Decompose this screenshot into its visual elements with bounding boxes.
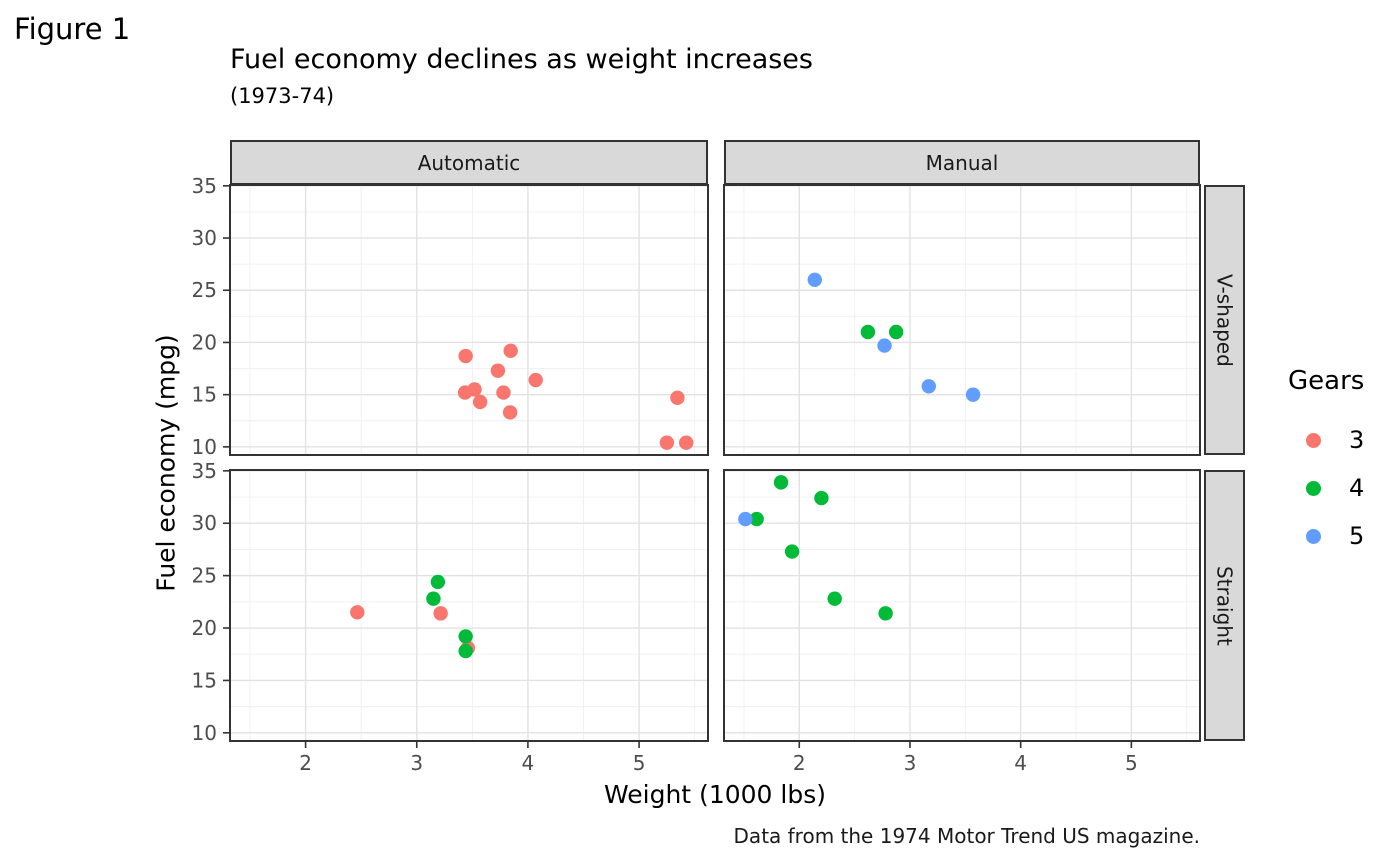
x-tick-label: 5 [1125, 751, 1138, 775]
legend-item-gear-4: 4 [1288, 464, 1398, 512]
legend-item-label: 4 [1349, 474, 1365, 502]
legend-dot-gear-4-icon [1306, 480, 1321, 496]
x-tick-label: 5 [633, 751, 646, 775]
legend-dot-gear-3-icon [1306, 432, 1321, 448]
data-point [679, 435, 694, 450]
y-tick-label: 25 [192, 564, 217, 588]
data-point [503, 343, 518, 359]
facet-strip-straight-label: Straight [1212, 565, 1237, 646]
data-point [490, 363, 506, 378]
legend-item-gear-3: 3 [1288, 416, 1398, 464]
legend-item-gear-5: 5 [1288, 512, 1398, 560]
data-point [458, 348, 473, 364]
x-tick-label: 4 [1014, 751, 1027, 775]
panel-automatic-straight [229, 469, 709, 742]
chart-title: Fuel economy declines as weight increase… [230, 44, 813, 75]
data-point [659, 435, 675, 450]
data-point [888, 324, 904, 340]
legend-title: Gears [1288, 366, 1365, 396]
data-point [528, 372, 543, 388]
data-point [860, 324, 876, 340]
chart-subtitle: (1973-74) [230, 84, 335, 108]
x-tick-label: 3 [904, 751, 917, 775]
y-tick-label: 35 [192, 174, 217, 198]
y-tick-label: 15 [192, 668, 217, 692]
data-point [496, 385, 511, 400]
data-point [784, 544, 800, 559]
y-tick-label: 10 [192, 435, 217, 459]
data-point [749, 511, 764, 527]
data-point [877, 338, 892, 353]
facet-strip-automatic-label: Automatic [417, 150, 521, 175]
facet-strip-manual-label: Manual [925, 150, 999, 175]
y-tick-label: 30 [192, 511, 217, 535]
y-tick-label: 20 [192, 616, 217, 640]
data-point [738, 511, 753, 527]
legend-item-label: 5 [1349, 522, 1365, 550]
data-point [965, 387, 981, 402]
legend: Gears 3 4 5 [1288, 366, 1398, 560]
y-tick-label: 35 [192, 459, 217, 483]
data-point [350, 605, 365, 620]
data-point [807, 272, 822, 288]
data-point [814, 490, 829, 506]
data-point [458, 643, 473, 659]
data-point [457, 385, 473, 400]
y-tick-label: 30 [192, 226, 217, 250]
data-point [502, 405, 518, 420]
x-tick-label: 2 [299, 751, 312, 775]
x-axis-title: Weight (1000 lbs) [604, 780, 826, 809]
facet-strip-automatic: Automatic [230, 140, 708, 185]
figure-tag: Figure 1 [14, 12, 131, 46]
x-tick-label: 4 [522, 751, 535, 775]
y-tick-label: 20 [192, 330, 217, 354]
data-point [921, 379, 936, 394]
y-tick-label: 15 [192, 383, 217, 407]
chart-caption: Data from the 1974 Motor Trend US magazi… [733, 824, 1200, 848]
data-point [426, 591, 441, 606]
legend-items: 3 4 5 [1288, 416, 1398, 560]
data-point [773, 475, 789, 490]
legend-item-label: 3 [1349, 426, 1365, 454]
data-point [458, 629, 473, 644]
panel-automatic-v-shaped [229, 184, 709, 456]
panel-manual-straight [723, 469, 1201, 742]
facet-strip-v-shaped-label: V-shaped [1212, 273, 1237, 367]
facet-strip-v-shaped: V-shaped [1204, 185, 1245, 455]
data-point [827, 591, 842, 606]
data-point [433, 606, 448, 621]
data-point [670, 390, 685, 405]
y-tick-label: 25 [192, 278, 217, 302]
facet-strip-manual: Manual [724, 140, 1200, 185]
y-axis-title: Fuel economy (mpg) [151, 334, 181, 592]
x-tick-label: 2 [793, 751, 806, 775]
x-tick-label: 3 [410, 751, 423, 775]
data-point [472, 394, 488, 410]
panel-manual-v-shaped [723, 184, 1201, 456]
data-point [878, 606, 893, 621]
legend-dot-gear-5-icon [1306, 528, 1321, 544]
y-tick-label: 10 [192, 721, 217, 745]
facet-strip-straight: Straight [1204, 470, 1245, 741]
data-point [430, 574, 446, 590]
